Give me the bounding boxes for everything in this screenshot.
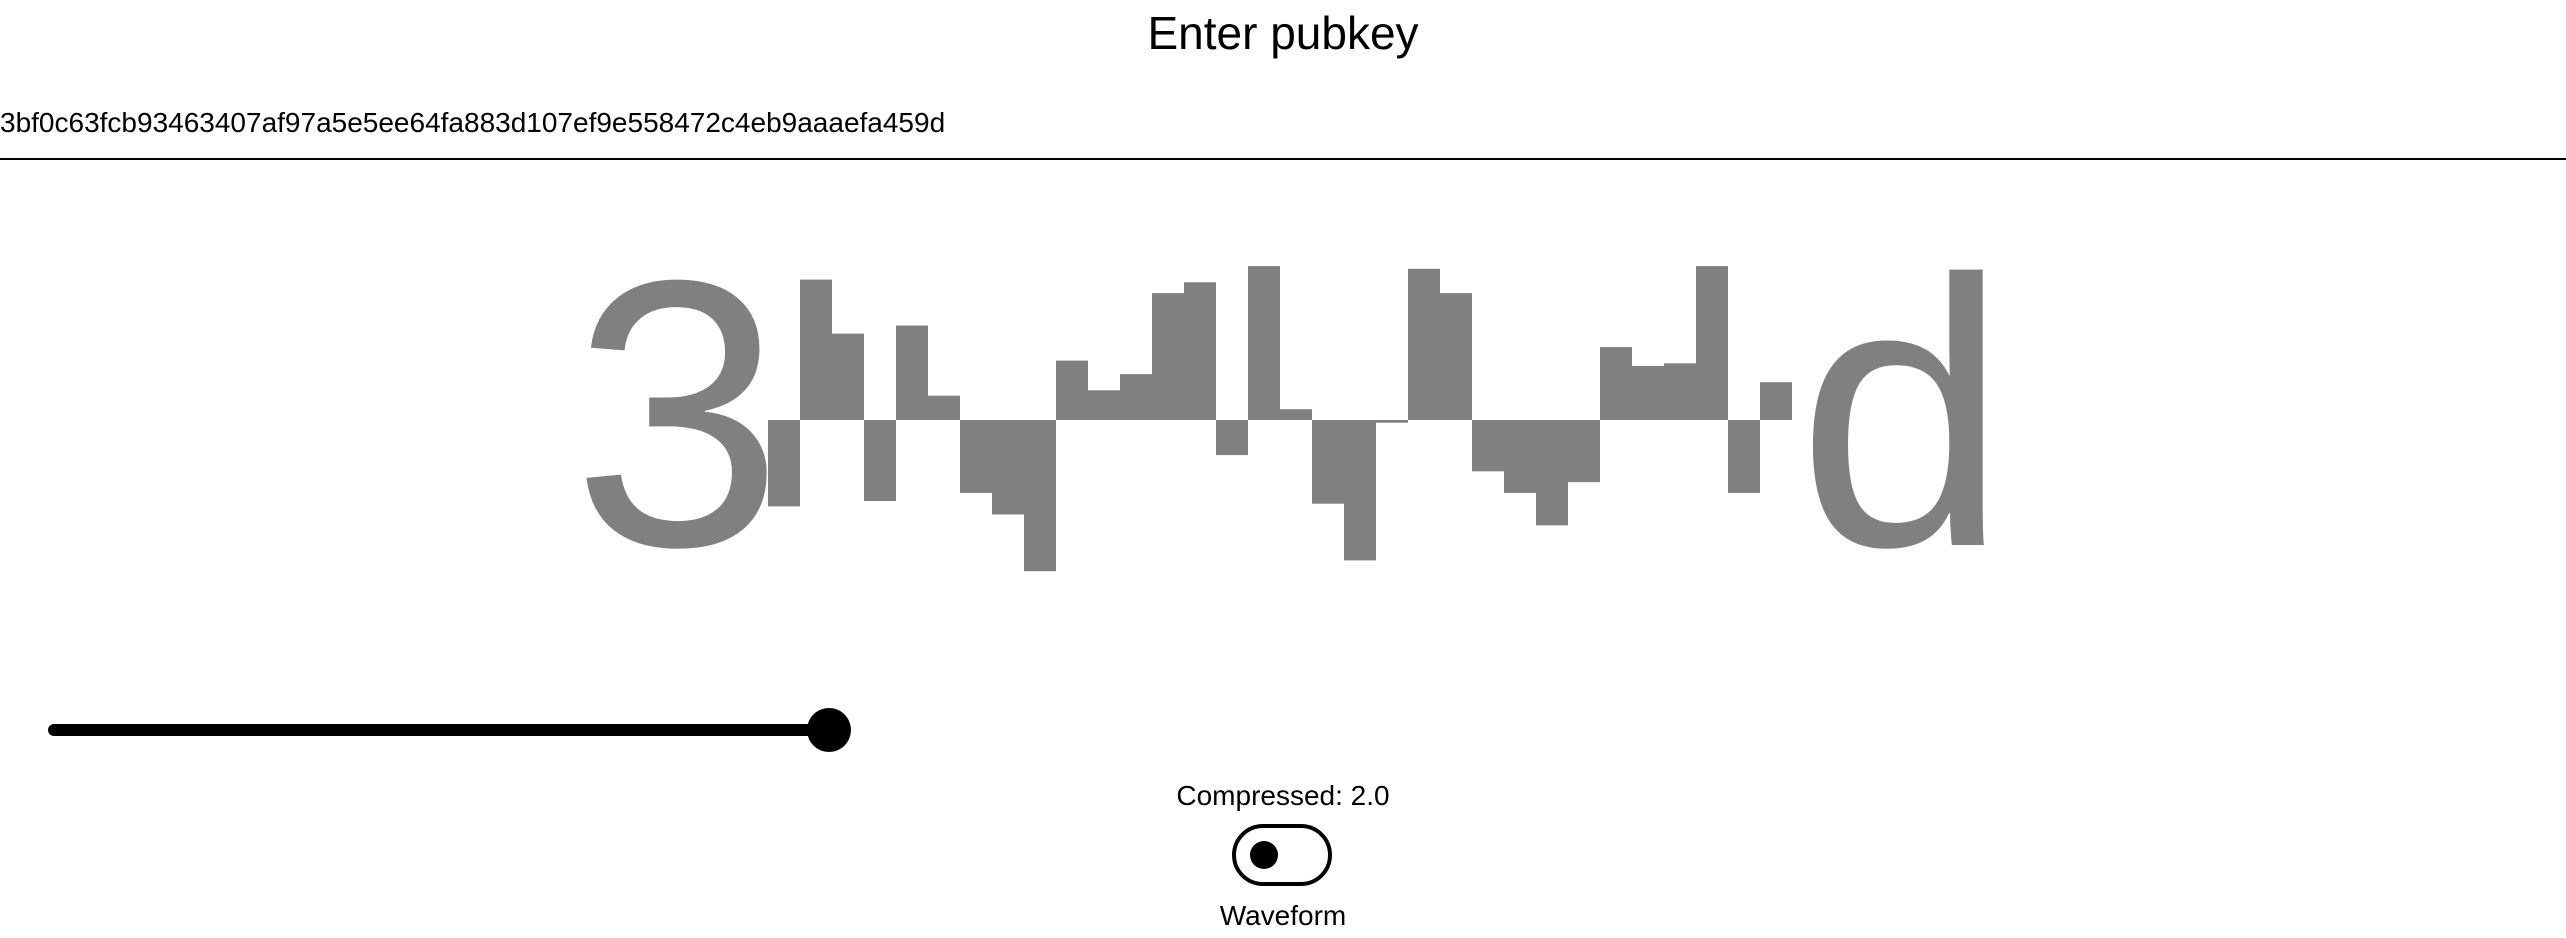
slider-track[interactable] <box>48 724 830 736</box>
compression-label: Compressed: 2.0 <box>1176 780 1390 811</box>
waveform-bar <box>992 420 1024 515</box>
waveform-bar <box>800 279 832 420</box>
waveform-bar <box>1024 420 1056 572</box>
waveform-bar <box>1344 420 1376 561</box>
waveform-bar <box>1760 382 1792 420</box>
waveform-bar <box>1408 268 1440 420</box>
waveform-bar <box>1216 420 1248 456</box>
waveform-bar <box>1696 266 1728 420</box>
first-character: 3 <box>572 201 783 626</box>
waveform-bar <box>1088 390 1120 420</box>
waveform-bar <box>960 420 992 493</box>
waveform-bar <box>1056 360 1088 420</box>
waveform-bar <box>832 333 864 420</box>
waveform-bar <box>1568 420 1600 483</box>
waveform-bar <box>1376 420 1408 423</box>
waveform-bar <box>1600 347 1632 420</box>
pubkey-input[interactable] <box>0 90 2566 160</box>
slider-thumb[interactable] <box>807 708 852 752</box>
waveform-bar <box>1280 409 1312 420</box>
waveform-bar <box>1472 420 1504 472</box>
waveform-bar <box>1536 420 1568 526</box>
waveform-bars <box>768 266 1792 572</box>
waveform-bar <box>896 325 928 420</box>
compression-slider[interactable] <box>48 700 1308 760</box>
waveform-bar <box>1504 420 1536 493</box>
waveform-bar <box>1312 420 1344 504</box>
waveform-toggle[interactable] <box>1232 824 1332 886</box>
waveform-bar <box>1664 363 1696 420</box>
page-title: Enter pubkey <box>1147 7 1419 59</box>
waveform-bar <box>1184 282 1216 420</box>
waveform-bar <box>1728 420 1760 493</box>
toggle-knob <box>1250 841 1278 869</box>
waveform-bar <box>1152 293 1184 420</box>
waveform-bar <box>1440 293 1472 420</box>
waveform-bar <box>768 420 800 507</box>
last-character: d <box>1797 201 2008 626</box>
waveform-bar <box>1120 374 1152 420</box>
waveform-bar <box>864 420 896 501</box>
pubkey-visualization: 3 d <box>572 201 2008 626</box>
waveform-bar <box>1632 366 1664 420</box>
waveform-bar <box>1248 266 1280 420</box>
waveform-label: Waveform <box>1219 900 1347 931</box>
waveform-bar <box>928 395 960 420</box>
